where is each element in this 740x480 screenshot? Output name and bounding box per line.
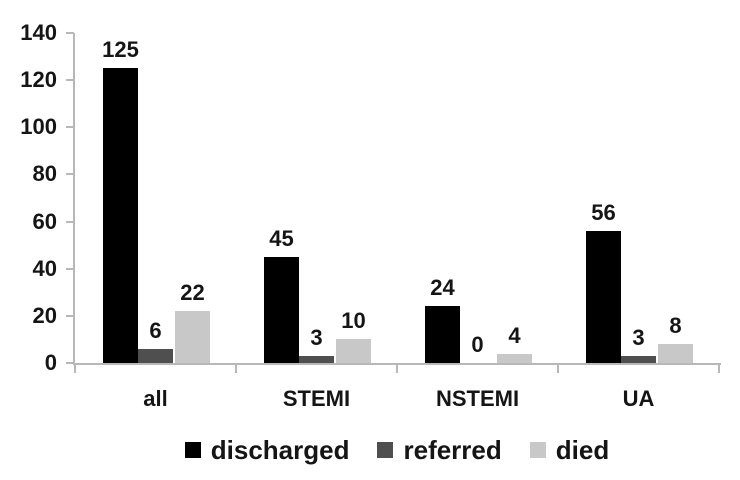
- bar-value-label: 8: [669, 313, 682, 338]
- y-axis-tick: [66, 268, 74, 270]
- legend-swatch-referred: [377, 442, 394, 458]
- bar-discharged-NSTEMI: [425, 306, 460, 363]
- y-axis-tick: [66, 315, 74, 317]
- y-axis-tick: [66, 173, 74, 175]
- y-axis-line: [73, 33, 75, 365]
- legend-label: discharged: [210, 435, 350, 465]
- y-axis-tick-label: 40: [32, 256, 57, 281]
- bar-died-NSTEMI: [497, 354, 532, 363]
- y-axis-tick: [66, 79, 74, 81]
- x-axis-tick: [557, 363, 559, 373]
- legend-item-died: died: [529, 433, 610, 467]
- bar-value-label: 3: [632, 325, 645, 350]
- bar-referred-all: [138, 349, 173, 363]
- y-axis-tick-label: 0: [44, 350, 57, 375]
- bar-value-label: 6: [149, 318, 162, 343]
- bar-value-label: 4: [508, 323, 521, 348]
- legend-item-discharged: discharged: [184, 433, 350, 467]
- bar-referred-UA: [621, 356, 656, 363]
- bar-discharged-STEMI: [264, 257, 299, 363]
- legend: discharged referred died: [75, 431, 719, 469]
- bar-value-label: 24: [430, 275, 455, 300]
- y-axis-tick-label: 20: [32, 303, 57, 328]
- bar-discharged-all: [103, 68, 138, 363]
- y-axis-tick: [66, 362, 74, 364]
- bar-died-UA: [658, 344, 693, 363]
- category-label: UA: [622, 386, 655, 411]
- bar-value-label: 3: [310, 325, 323, 350]
- bar-value-label: 56: [591, 200, 616, 225]
- y-axis-tick-label: 100: [20, 114, 57, 139]
- legend-swatch-discharged: [184, 442, 201, 458]
- legend-label: referred: [403, 435, 502, 465]
- x-axis-tick: [718, 363, 720, 373]
- legend-label: died: [555, 435, 610, 465]
- bar-value-label: 0: [471, 332, 484, 357]
- x-axis-tick: [235, 363, 237, 373]
- legend-item-referred: referred: [377, 433, 502, 467]
- x-axis-tick: [396, 363, 398, 373]
- category-label: all: [143, 386, 168, 411]
- y-axis-tick: [66, 32, 74, 34]
- y-axis-tick: [66, 221, 74, 223]
- bar-value-label: 125: [102, 37, 139, 62]
- y-axis-tick-label: 60: [32, 209, 57, 234]
- bar-died-STEMI: [336, 339, 371, 363]
- y-axis-tick-label: 80: [32, 161, 57, 186]
- category-label: STEMI: [282, 386, 351, 411]
- category-label: NSTEMI: [435, 386, 520, 411]
- y-axis-tick-label: 120: [20, 67, 57, 92]
- legend-swatch-died: [529, 442, 546, 458]
- y-axis-tick: [66, 126, 74, 128]
- bar-value-label: 10: [341, 308, 366, 333]
- bar-value-label: 22: [180, 280, 205, 305]
- bar-discharged-UA: [586, 231, 621, 363]
- y-axis-tick-label: 140: [20, 20, 57, 45]
- bar-referred-STEMI: [299, 356, 334, 363]
- bar-value-label: 45: [269, 226, 294, 251]
- x-axis-tick: [74, 363, 76, 373]
- bar-died-all: [175, 311, 210, 363]
